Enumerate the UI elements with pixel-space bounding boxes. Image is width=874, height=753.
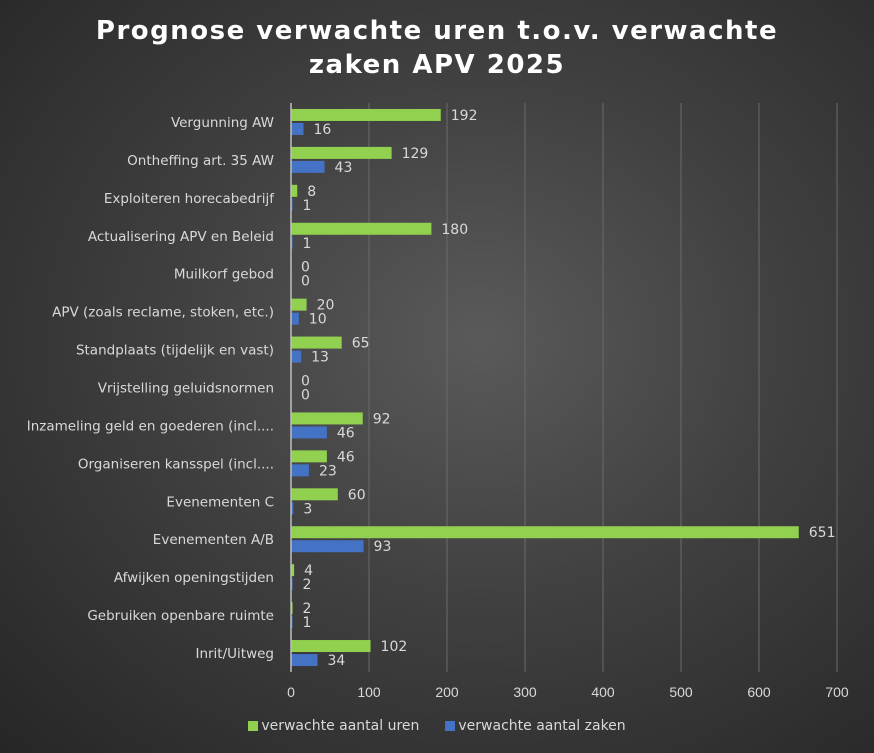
bar-zaken: [291, 122, 304, 135]
bar-uren: [291, 184, 298, 197]
data-label-uren: 46: [337, 449, 355, 465]
data-label-uren: 180: [441, 222, 468, 238]
bar-uren: [291, 146, 392, 159]
bar-zaken: [291, 350, 302, 363]
bar-zaken: [291, 426, 327, 439]
bar-uren: [291, 336, 342, 349]
category-label: Inzameling geld en goederen (incl....: [27, 418, 274, 434]
data-label-uren: 102: [381, 639, 408, 655]
category-label: Actualisering APV en Beleid: [88, 229, 274, 245]
data-label-uren: 0: [301, 374, 310, 390]
data-label-uren: 4: [304, 563, 313, 579]
bar-uren: [291, 108, 441, 121]
data-label-zaken: 0: [301, 274, 310, 290]
data-label-uren: 192: [451, 108, 478, 124]
category-label: Organiseren kansspel (incl....: [78, 456, 274, 472]
chart-title-line-2: zaken APV 2025: [308, 50, 566, 80]
bar-uren: [291, 298, 307, 311]
x-tick-label: 700: [825, 684, 849, 700]
category-label: APV (zoals reclame, stoken, etc.): [52, 305, 274, 321]
data-label-zaken: 93: [374, 539, 392, 555]
legend-item-zaken: verwachte aantal zaken: [445, 718, 626, 734]
bar-uren: [291, 640, 371, 653]
bar-zaken: [291, 160, 325, 173]
x-tick-label: 600: [747, 684, 771, 700]
data-label-zaken: 23: [319, 463, 337, 479]
x-tick-label: 0: [287, 684, 295, 700]
bar-zaken: [291, 540, 364, 553]
data-label-zaken: 43: [335, 160, 353, 176]
x-tick-label: 400: [591, 684, 615, 700]
x-tick-label: 200: [435, 684, 459, 700]
category-label: Muilkorf gebod: [174, 267, 274, 283]
legend-swatch-zaken: [445, 721, 456, 731]
category-label: Ontheffing art. 35 AW: [127, 153, 274, 169]
data-label-zaken: 1: [303, 236, 312, 252]
data-label-uren: 651: [809, 525, 836, 541]
bar-uren: [291, 222, 432, 235]
legend-swatch-uren: [248, 721, 259, 731]
data-label-uren: 65: [352, 336, 370, 352]
category-label: Vergunning AW: [171, 115, 274, 131]
legend: verwachte aantal uren verwachte aantal z…: [0, 718, 874, 734]
chart-title: Prognose verwachte uren t.o.v. verwachte…: [0, 14, 874, 82]
bar-uren: [291, 564, 295, 577]
data-label-zaken: 1: [303, 615, 312, 631]
data-label-uren: 2: [303, 601, 312, 617]
category-label: Afwijken openingstijden: [114, 570, 274, 586]
data-label-zaken: 46: [337, 425, 355, 441]
bar-uren: [291, 602, 293, 615]
data-label-zaken: 1: [303, 198, 312, 214]
data-label-zaken: 3: [303, 501, 312, 517]
data-label-uren: 0: [301, 260, 310, 276]
data-label-uren: 20: [317, 298, 335, 314]
data-label-zaken: 34: [328, 653, 346, 669]
bar-uren: [291, 450, 327, 463]
data-label-uren: 60: [348, 487, 366, 503]
data-label-zaken: 2: [303, 577, 312, 593]
category-label: Vrijstelling geluidsnormen: [98, 381, 274, 397]
chart-title-line-1: Prognose verwachte uren t.o.v. verwachte: [95, 16, 779, 46]
data-label-zaken: 10: [309, 312, 327, 328]
data-label-uren: 8: [307, 184, 316, 200]
category-label: Evenementen C: [166, 494, 274, 510]
bar-uren: [291, 526, 799, 539]
data-label-uren: 129: [402, 146, 429, 162]
bar-uren: [291, 488, 338, 501]
data-label-zaken: 13: [311, 350, 329, 366]
category-label: Exploiteren horecabedrijf: [104, 191, 275, 207]
x-tick-label: 300: [513, 684, 537, 700]
legend-label-uren: verwachte aantal uren: [261, 718, 420, 734]
bar-zaken: [291, 464, 309, 477]
bar-zaken: [291, 578, 293, 591]
bar-zaken: [291, 502, 294, 515]
data-label-uren: 92: [373, 411, 391, 427]
legend-item-uren: verwachte aantal uren: [248, 718, 419, 734]
data-label-zaken: 0: [301, 388, 310, 404]
x-tick-label: 100: [357, 684, 381, 700]
legend-label-zaken: verwachte aantal zaken: [458, 718, 626, 734]
category-label: Standplaats (tijdelijk en vast): [76, 343, 274, 359]
category-label: Evenementen A/B: [153, 532, 274, 548]
category-label: Inrit/Uitweg: [195, 646, 274, 662]
bar-zaken: [291, 654, 318, 667]
category-label: Gebruiken openbare ruimte: [87, 608, 274, 624]
bar-uren: [291, 412, 363, 425]
bar-zaken: [291, 312, 299, 325]
x-tick-label: 500: [669, 684, 693, 700]
data-label-zaken: 16: [313, 122, 331, 138]
